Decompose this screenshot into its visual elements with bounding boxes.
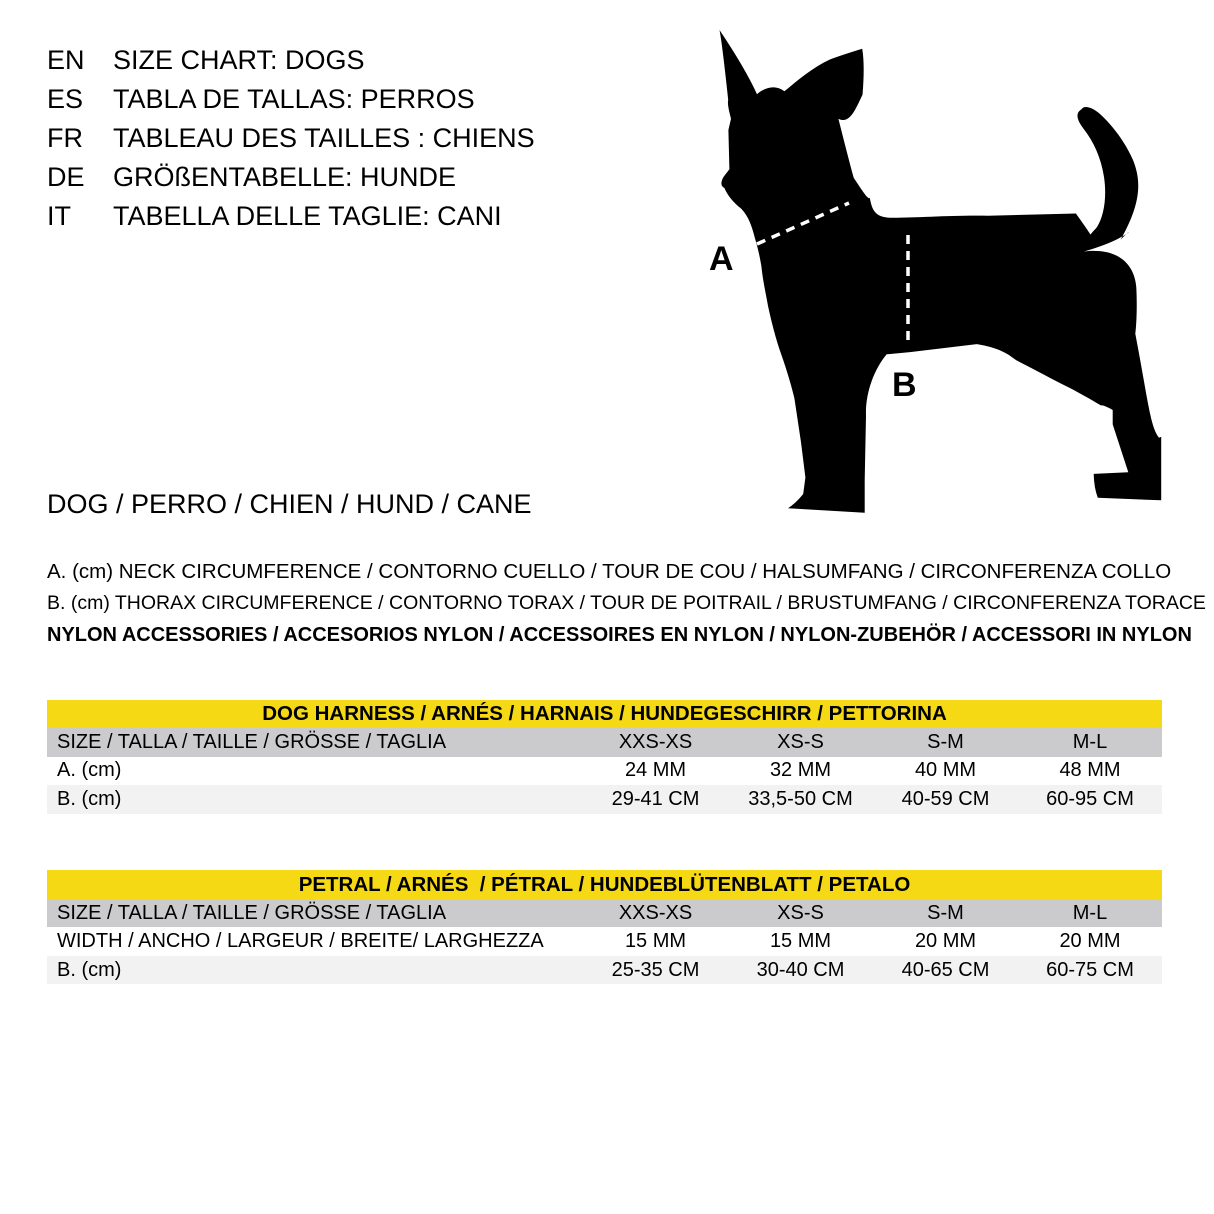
svg-text:B: B <box>892 366 917 404</box>
svg-text:A: A <box>709 240 734 278</box>
